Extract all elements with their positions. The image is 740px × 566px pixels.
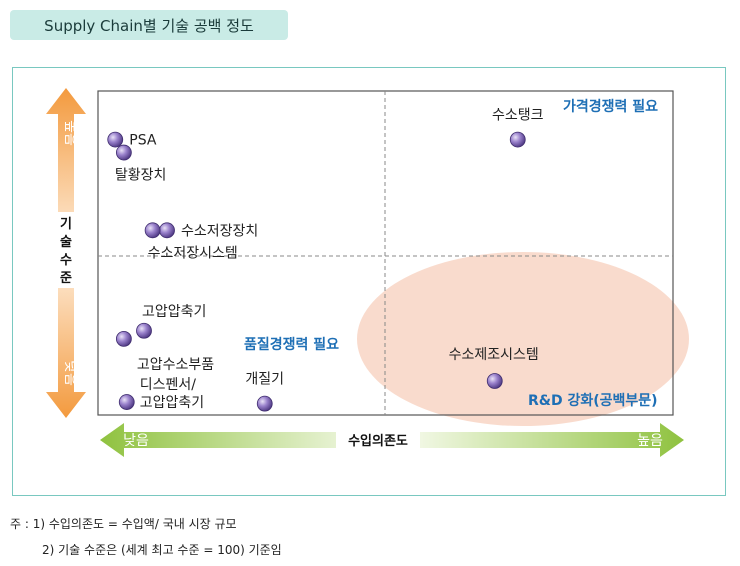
data-point: [118, 394, 135, 410]
y-axis-label-char: 준: [60, 271, 72, 286]
data-point-label: 탈황장치: [115, 168, 167, 184]
data-point: [107, 131, 124, 148]
x-axis-label: 수입의존도: [348, 433, 408, 449]
y-axis-label-char: 수: [60, 253, 72, 268]
x-axis-low-label: 낮음: [123, 433, 149, 449]
y-axis-label-char: 기: [60, 217, 72, 232]
data-point: [486, 373, 503, 389]
data-point: [256, 395, 273, 412]
data-point-label: 고압수소부품: [137, 357, 214, 373]
note-2: 2) 기술 수준은 (세계 최고 수준 = 100) 기준임: [42, 543, 282, 557]
y-axis-label-bg: [56, 212, 76, 288]
data-point-label: 수소저장시스템: [148, 245, 238, 261]
data-point-label: 디스펜서/고압압축기: [140, 377, 204, 411]
chart-title: Supply Chain별 기술 공백 정도: [10, 10, 288, 40]
data-point-label: 수소저장장치: [181, 223, 258, 239]
data-point: [159, 222, 175, 239]
annotation-price-competitiveness: 가격경쟁력 필요: [563, 98, 658, 115]
y-axis-label-char: 술: [60, 235, 72, 250]
annotation-rd-gap: R&D 강화(공백부문): [528, 392, 658, 409]
y-axis-high-label: 높음: [62, 120, 78, 146]
data-point-label: PSA: [129, 133, 157, 149]
data-point: [115, 330, 132, 347]
data-point: [136, 322, 152, 339]
y-axis-low-label: 낮음: [62, 360, 78, 386]
x-axis-high-label: 높음: [637, 433, 663, 449]
data-point: [144, 222, 161, 239]
note-1: 주 : 1) 수입의존도 = 수입액/ 국내 시장 규모: [10, 517, 237, 531]
data-point: [115, 144, 132, 161]
x-axis-label-bg: [336, 431, 420, 449]
data-point-label: 개질기: [245, 372, 284, 388]
data-point-label: 고압압축기: [142, 304, 206, 320]
annotation-quality-competitiveness: 품질경쟁력 필요: [244, 336, 339, 353]
data-point-label: 수소탱크: [492, 108, 544, 124]
gap-zone-ellipse: [357, 252, 689, 426]
data-points: PSA 탈황장치수소저장장치수소저장시스템고압압축기고압수소부품디스펜서/고압압축…: [107, 108, 544, 412]
data-point: [509, 131, 526, 148]
data-point-label: 수소제조시스템: [449, 347, 539, 363]
